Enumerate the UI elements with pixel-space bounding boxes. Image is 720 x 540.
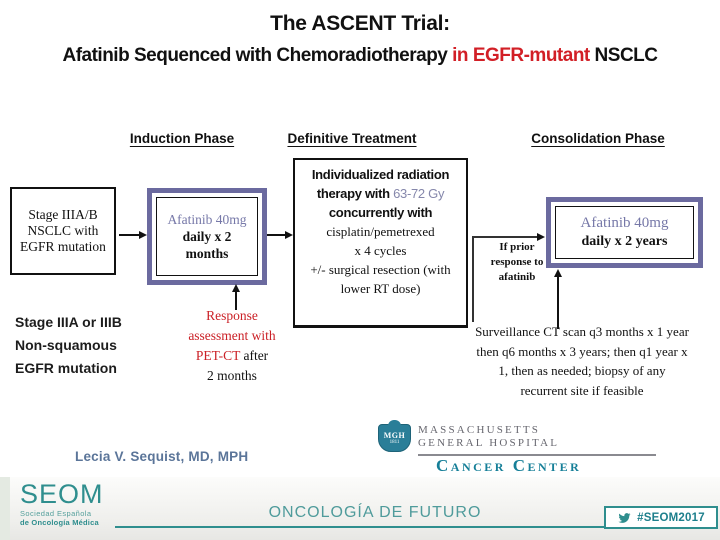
title-line2-highlight: in EGFR-mutant [452, 45, 590, 66]
footer-divider-line [115, 526, 605, 528]
mgh-cancer-center-logo: MGH 1811 MASSACHUSETTS GENERAL HOSPITAL … [378, 420, 658, 475]
seom-logo: SEOM Sociedad Española de Oncología Médi… [20, 479, 104, 528]
arrow-definitive-to-consolidation-head [537, 232, 545, 241]
header-induction-phase: Induction Phase [129, 131, 235, 146]
definitive-line1: Individualized radiation [311, 167, 450, 182]
footer-left-strip [0, 477, 10, 540]
arrow-surveillance-to-consolidation-head [553, 269, 562, 277]
hashtag-badge: #SEOM2017 [604, 506, 718, 529]
arrow-stage-to-induction-head [139, 230, 147, 239]
title-line1: The ASCENT Trial: [270, 12, 450, 35]
connector-to-surveillance [472, 236, 474, 322]
consolidation-drug-schedule: daily x 2 years [581, 234, 668, 249]
definitive-line2: therapy with 63-72 Gy [316, 186, 445, 201]
title-line2-suffix: NSCLC [589, 45, 658, 66]
slide-title: The ASCENT Trial: Afatinib Sequenced wit… [0, 12, 720, 67]
header-consolidation-phase: Consolidation Phase [531, 131, 665, 146]
if-prior-response-note: If prior response to afatinib [490, 241, 544, 283]
mgh-hospital-name: MASSACHUSETTS GENERAL HOSPITAL [418, 424, 560, 449]
eligibility-line1: Stage IIIA or IIIB [15, 314, 122, 330]
stage-box: Stage IIIA/B NSCLC with EGFR mutation [10, 187, 116, 275]
definitive-line6: +/- surgical resection (with [310, 262, 451, 277]
chemo-regimen: cisplatin/pemetrexed [326, 224, 435, 239]
response-assessment-note: Response assessment with PET-CT after 2 … [188, 308, 276, 383]
title-line2: Afatinib Sequenced with Chemoradiotherap… [0, 45, 720, 67]
seom-subtitle-2: de Oncología Médica [20, 518, 99, 527]
footer-band [0, 477, 720, 540]
hashtag-text: #SEOM2017 [637, 511, 705, 524]
arrow-response-to-induction-head [231, 284, 240, 292]
induction-drug-schedule: daily x 2 months [182, 229, 232, 261]
radiation-dose: 63-72 Gy [393, 186, 445, 201]
title-line2-prefix: Afatinib Sequenced with Chemoradiotherap… [62, 45, 453, 66]
footer-slogan: ONCOLOGÍA DE FUTURO [268, 504, 482, 521]
twitter-icon [618, 512, 631, 523]
seom-wordmark: SEOM [20, 479, 104, 509]
definitive-line5: x 4 cycles [354, 243, 407, 258]
consolidation-afatinib-box: Afatinib 40mg daily x 2 years [546, 197, 703, 268]
arrow-surveillance-to-consolidation-line [557, 276, 559, 329]
mgh-divider [418, 454, 656, 456]
eligibility-line3: EGFR mutation [15, 360, 117, 376]
consolidation-drug-name: Afatinib 40mg [580, 215, 669, 231]
arrow-definitive-to-consolidation-line [472, 236, 538, 238]
surveillance-plan: Surveillance CT scan q3 months x 1 year … [475, 324, 689, 398]
eligibility-criteria: Stage IIIA or IIIB Non-squamous EGFR mut… [15, 311, 122, 380]
arrow-induction-to-definitive-line [267, 234, 286, 236]
induction-afatinib-box: Afatinib 40mg daily x 2 months [147, 188, 267, 285]
arrow-stage-to-induction-line [119, 234, 140, 236]
header-definitive-treatment: Definitive Treatment [287, 131, 417, 146]
definitive-treatment-box: Individualized radiation therapy with 63… [293, 158, 468, 328]
definitive-line7: lower RT dose) [340, 281, 421, 296]
mgh-shield-icon: MGH 1811 [378, 420, 411, 452]
mgh-cancer-center-label: Cancer Center [436, 455, 582, 475]
arrow-response-to-induction-line [235, 291, 237, 310]
induction-drug-name: Afatinib 40mg [167, 212, 247, 227]
seom-subtitle-1: Sociedad Española [20, 509, 92, 518]
arrow-induction-to-definitive-head [285, 230, 293, 239]
definitive-line3: concurrently with [328, 205, 433, 220]
eligibility-line2: Non-squamous [15, 337, 117, 353]
author-attribution: Lecia V. Sequist, MD, MPH [75, 449, 249, 464]
